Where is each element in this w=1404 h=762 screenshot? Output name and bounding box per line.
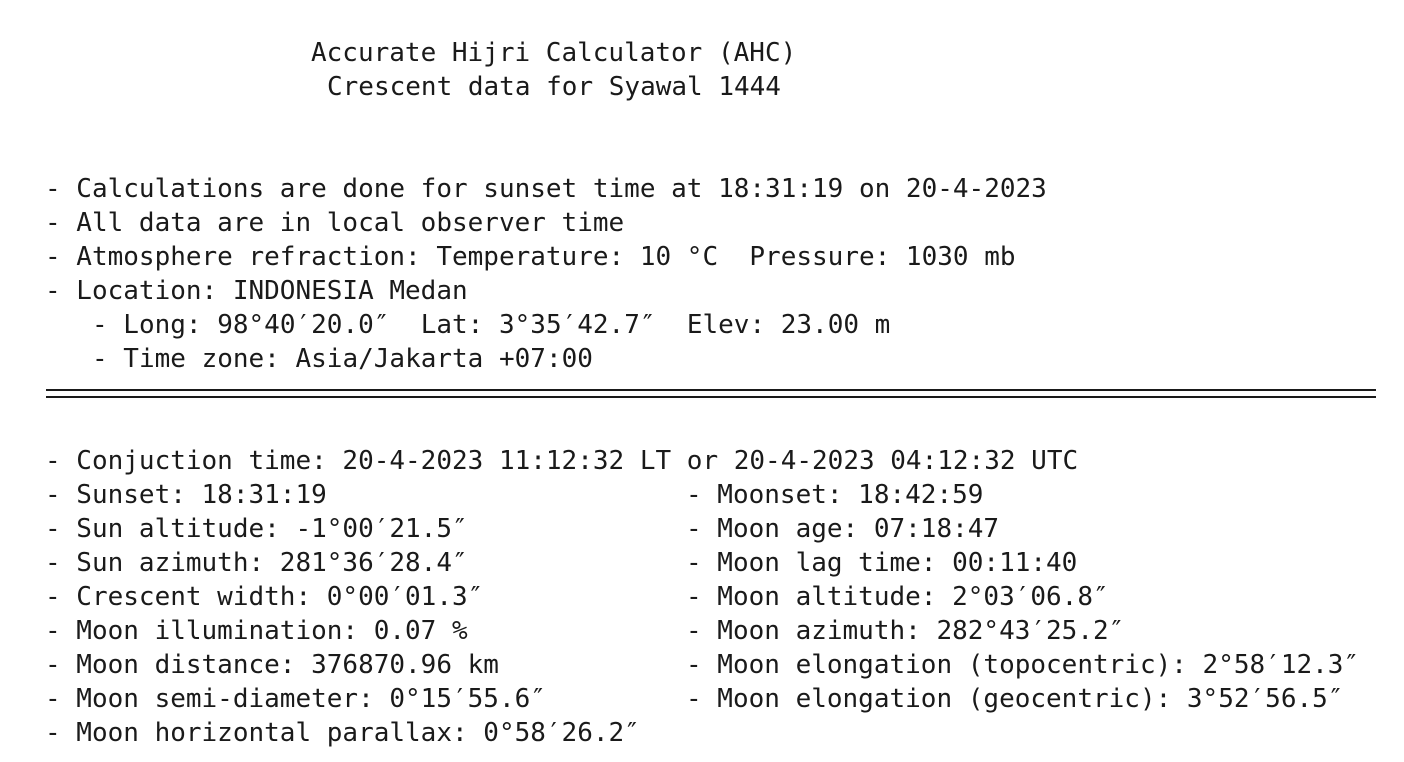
separator-rule-bottom xyxy=(46,396,1376,398)
data-item-moon-semi-diameter: - Moon semi-diameter: 0°15′55.6″ xyxy=(45,684,546,714)
conjunction-line: - Conjuction time: 20-4-2023 11:12:32 LT… xyxy=(45,446,1079,476)
data-item-moon-azimuth: - Moon azimuth: 282°43′25.2″ xyxy=(686,616,1125,646)
data-item-moonset: - Moonset: 18:42:59 xyxy=(686,480,984,510)
data-item-moon-distance: - Moon distance: 376870.96 km xyxy=(45,650,499,680)
data-item-moon-lag-time: - Moon lag time: 00:11:40 xyxy=(686,548,1078,578)
separator-rule-top xyxy=(46,389,1376,391)
local-time-note: - All data are in local observer time xyxy=(45,208,625,238)
data-item-crescent-width: - Crescent width: 0°00′01.3″ xyxy=(45,582,484,612)
data-item-sun-altitude: - Sun altitude: -1°00′21.5″ xyxy=(45,514,468,544)
coordinates-line: - Long: 98°40′20.0″ Lat: 3°35′42.7″ Elev… xyxy=(92,310,891,340)
report-subtitle: Crescent data for Syawal 1444 xyxy=(327,72,781,102)
atmosphere-note: - Atmosphere refraction: Temperature: 10… xyxy=(45,242,1016,272)
data-item-moon-altitude: - Moon altitude: 2°03′06.8″ xyxy=(686,582,1109,612)
location-line: - Location: INDONESIA Medan xyxy=(45,276,468,306)
calc-time-note: - Calculations are done for sunset time … xyxy=(45,174,1047,204)
report-title: Accurate Hijri Calculator (AHC) xyxy=(311,38,797,68)
timezone-line: - Time zone: Asia/Jakarta +07:00 xyxy=(92,344,593,374)
data-item-sun-azimuth: - Sun azimuth: 281°36′28.4″ xyxy=(45,548,468,578)
data-item-moon-elongation-geocentric: - Moon elongation (geocentric): 3°52′56.… xyxy=(686,684,1344,714)
data-item-moon-age: - Moon age: 07:18:47 xyxy=(686,514,1000,544)
data-item-sunset: - Sunset: 18:31:19 xyxy=(45,480,327,510)
data-item-moon-illumination: - Moon illumination: 0.07 % xyxy=(45,616,468,646)
data-item-moon-elongation-topocentric: - Moon elongation (topocentric): 2°58′12… xyxy=(686,650,1360,680)
data-item-moon-horizontal-parallax: - Moon horizontal parallax: 0°58′26.2″ xyxy=(45,718,640,748)
